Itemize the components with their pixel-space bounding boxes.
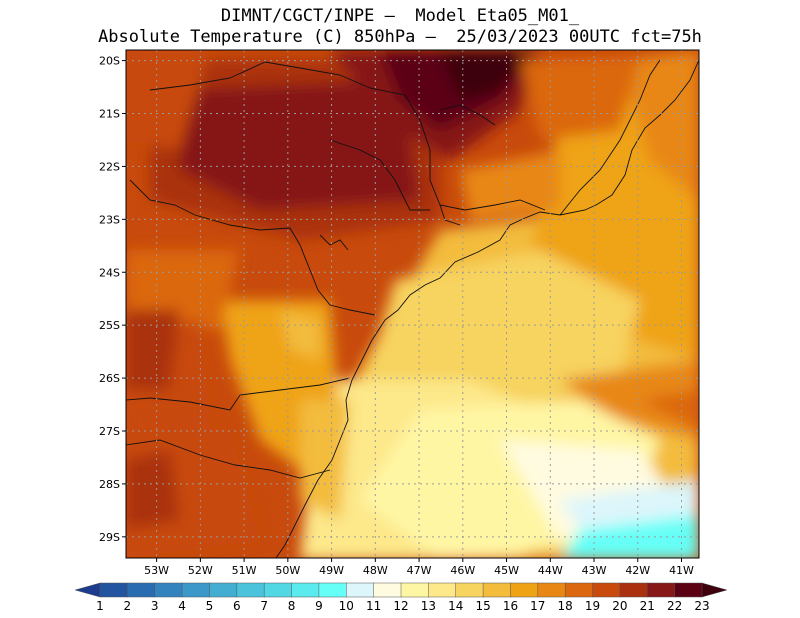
lon-label: 48W: [363, 564, 388, 577]
coastline: [275, 59, 699, 558]
colorbar-segment: [537, 582, 566, 598]
colorbar-segment: [236, 582, 265, 598]
lon-label: 50W: [275, 564, 300, 577]
colorbar-label: 19: [585, 599, 600, 613]
colorbar-label: 7: [260, 599, 268, 613]
colorbar-segment: [428, 582, 457, 598]
colorbar-segment: [592, 582, 621, 598]
colorbar-segment: [127, 582, 156, 598]
lon-label: 51W: [232, 564, 257, 577]
lon-label: 43W: [582, 564, 607, 577]
colorbar-label: 3: [151, 599, 159, 613]
latitude-axis: 20S 21S 22S 23S 24S 25S 26S 27S 28S 29S: [99, 55, 126, 544]
lat-label: 27S: [99, 425, 120, 438]
colorbar-label: 21: [640, 599, 655, 613]
colorbar-label: 14: [448, 599, 463, 613]
colorbar-segment: [674, 582, 703, 598]
map-subtitle: Absolute Temperature (C) 850hPa — 25/03/…: [98, 27, 702, 47]
gridlines: [126, 50, 699, 558]
colorbar-label: 6: [233, 599, 241, 613]
state-border: [559, 59, 661, 216]
river: [319, 234, 349, 251]
colorbar-label: 13: [421, 599, 436, 613]
lon-label: 45W: [494, 564, 519, 577]
lat-label: 21S: [99, 108, 120, 121]
longitude-axis: 53W 52W 51W 50W 49W 48W 47W 46W 45W 44W 43W 42W 41W: [144, 558, 694, 577]
colorbar-label: 17: [530, 599, 545, 613]
lat-label: 25S: [99, 319, 120, 332]
state-border: [419, 119, 546, 211]
colorbar-label: 8: [288, 599, 296, 613]
colorbar-label: 16: [503, 599, 518, 613]
plot-frame: [125, 49, 700, 559]
colorbar-min-arrow: [74, 582, 101, 598]
colorbar-label: 12: [393, 599, 408, 613]
lon-label: 42W: [625, 564, 650, 577]
colorbar-segment: [181, 582, 211, 598]
colorbar-label: 22: [667, 599, 682, 613]
colorbar-segment: [564, 582, 594, 598]
colorbar-segment: [400, 582, 430, 598]
temperature-field: [126, 50, 699, 558]
lat-label: 22S: [99, 160, 120, 173]
colorbar-segment: [346, 582, 375, 598]
lat-label: 26S: [99, 372, 120, 385]
colorbar-label: 2: [124, 599, 132, 613]
colorbar-segment: [263, 582, 293, 598]
state-border: [439, 204, 461, 226]
lat-label: 29S: [99, 531, 120, 544]
colorbar-label: 4: [178, 599, 186, 613]
colorbar-segment: [154, 582, 183, 598]
lon-label: 46W: [450, 564, 475, 577]
colorbar-segment: [318, 582, 348, 598]
lat-label: 24S: [99, 266, 120, 279]
colorbar: 1 2 3 4 5 6 7 8 9 10 11 12 13 14 15 16 17 18 19 20 21 22 23: [74, 582, 728, 613]
colorbar-label: 18: [558, 599, 573, 613]
colorbar-label: 10: [339, 599, 354, 613]
lon-label: 41W: [669, 564, 694, 577]
lat-label: 20S: [99, 55, 120, 68]
colorbar-segment: [209, 582, 238, 598]
lon-label: 44W: [538, 564, 563, 577]
lat-label: 23S: [99, 213, 120, 226]
colorbar-max-arrow: [701, 582, 728, 598]
state-border: [149, 61, 421, 121]
river: [439, 104, 496, 126]
colorbar-label: 5: [206, 599, 214, 613]
colorbar-segment: [647, 582, 676, 598]
colorbar-segment: [99, 582, 129, 598]
colorbar-label: 20: [612, 599, 627, 613]
colorbar-segment: [510, 582, 539, 598]
colorbar-segment: [482, 582, 512, 598]
lon-label: 53W: [144, 564, 169, 577]
colorbar-segment: [619, 582, 649, 598]
colorbar-segment: [455, 582, 484, 598]
lon-label: 47W: [407, 564, 432, 577]
river: [329, 139, 430, 211]
colorbar-segment: [373, 582, 402, 598]
colorbar-label: 9: [315, 599, 323, 613]
colorbar-label: 15: [475, 599, 490, 613]
colorbar-label: 23: [694, 599, 709, 613]
lat-label: 28S: [99, 478, 120, 491]
colorbar-label: 11: [366, 599, 381, 613]
state-border: [126, 439, 331, 479]
state-border: [129, 179, 376, 316]
lon-label: 52W: [188, 564, 213, 577]
colorbar-segment: [291, 582, 320, 598]
lon-label: 49W: [319, 564, 344, 577]
map-title: DIMNT/CGCT/INPE — Model Eta05_M01_: [220, 6, 580, 26]
colorbar-label: 1: [96, 599, 104, 613]
